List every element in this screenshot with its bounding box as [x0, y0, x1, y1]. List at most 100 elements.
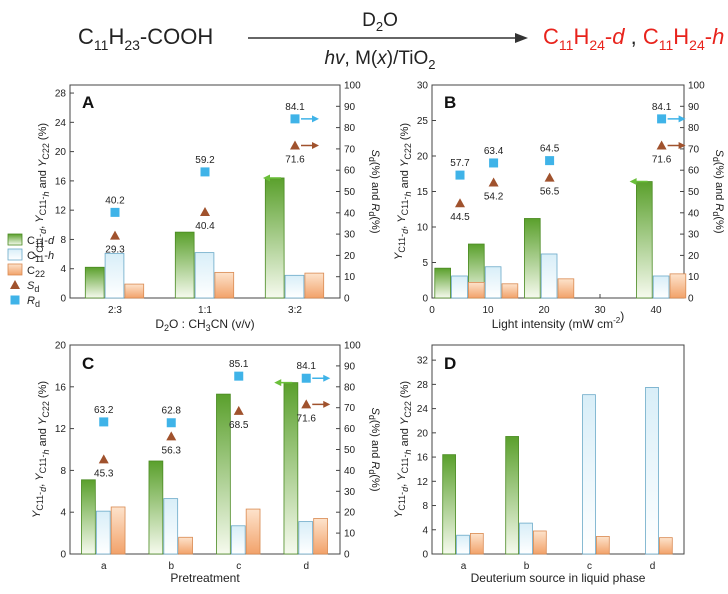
sd-marker [98, 454, 109, 464]
rd-marker [110, 207, 120, 217]
bar-c11h [230, 525, 246, 555]
bar-c11d [216, 393, 231, 555]
y2-tick-label: 10 [344, 529, 356, 540]
x-tick-label: 30 [594, 305, 606, 316]
legend-c11d-label: C11-d [27, 235, 55, 249]
rd-marker [99, 417, 109, 427]
sd-label: 44.5 [450, 212, 470, 223]
plot-frame [431, 344, 685, 555]
x-tick-label: 20 [538, 305, 550, 316]
y2-axis-title: Sd(%) and Rd(%) [367, 149, 381, 233]
sd-label: 45.3 [94, 468, 114, 479]
scheme-reactant: C11H23-COOH [78, 24, 213, 53]
sd-marker [233, 405, 244, 415]
y-tick-label: 12 [55, 206, 67, 217]
y-tick-label: 0 [422, 294, 428, 305]
y-tick-label: 16 [55, 176, 67, 187]
bar-c11h [104, 252, 125, 299]
scheme-products: C11H24-d , C11H24-h , C22H46 [543, 24, 728, 53]
sd-marker [110, 230, 120, 240]
x-axis-title: D2O : CH3CN (v/v) [155, 317, 254, 333]
x-tick-label: 0 [429, 305, 435, 316]
y-tick-label: 16 [417, 453, 429, 464]
rd-label: 63.2 [94, 405, 114, 416]
y2-tick-label: 20 [688, 251, 700, 262]
rd-marker [301, 373, 311, 383]
legend-c22-swatch [7, 263, 23, 276]
chart-panel-C: C 0 4 8 12 16 20 0 10 20 30 40 50 60 70 80 90 100 a b c d 45.3… [31, 341, 381, 586]
y-tick-label: 4 [422, 525, 428, 536]
y-tick-label: 8 [60, 466, 66, 477]
bar-c22 [110, 506, 126, 555]
panel-letter: B [444, 93, 456, 112]
sd-marker [656, 140, 667, 150]
y2-tick-label: 100 [344, 81, 361, 92]
legend-sd-swatch [10, 280, 20, 289]
rd-label: 84.1 [285, 102, 305, 113]
y2-tick-label: 10 [344, 272, 356, 283]
y2-tick-label: 0 [688, 294, 694, 305]
sd-label: 40.4 [195, 221, 215, 232]
bar-c11h [95, 510, 111, 555]
legend-c11d-swatch [7, 233, 23, 246]
bar-c22 [596, 536, 610, 555]
y-tick-label: 28 [55, 89, 67, 100]
panel-letter: D [444, 354, 456, 373]
y2-tick-label: 60 [344, 166, 356, 177]
x-tick-label: 2:3 [108, 305, 122, 316]
bar-c11h [456, 534, 470, 555]
bar-c22 [124, 283, 145, 299]
y2-tick-label: 70 [688, 144, 700, 155]
chart-panel-B: B 0 5 10 15 20 25 30 0 10 20 30 40 50 60 70 80 90 100 0 10 20… [393, 81, 725, 332]
bar-c11h [298, 521, 314, 555]
x-axis-title: Deuterium source in liquid phase [471, 571, 646, 585]
bar-c11d [81, 479, 96, 555]
rd-label: 62.8 [162, 406, 182, 417]
y2-tick-label: 40 [688, 208, 700, 219]
rd-marker [455, 170, 465, 180]
x-tick-label: a [101, 561, 107, 572]
sd-marker [290, 140, 300, 150]
legend-rd-swatch [10, 295, 20, 305]
legend-c22-label: C22 [27, 265, 45, 279]
bar-c22 [245, 508, 261, 555]
left-axis-arrow-head [629, 178, 637, 186]
bar-c22 [533, 530, 547, 555]
sd-marker [488, 177, 499, 187]
bar-c11h [451, 275, 468, 299]
x-tick-label: 10 [482, 305, 494, 316]
y2-axis-title: Sd(%) and Rd(%) [367, 407, 381, 491]
y2-tick-label: 60 [688, 166, 700, 177]
y-axis-title: YC11-d, YC11-h and YC22 (%) [393, 123, 413, 260]
y-tick-label: 12 [55, 424, 67, 435]
x-tick-label: 1:1 [198, 305, 212, 316]
y-axis-title: YC11-d, YC11-h and YC22 (%) [31, 381, 51, 518]
bar-c11h [645, 387, 659, 555]
rd-marker [489, 158, 499, 168]
y-tick-label: 28 [417, 380, 429, 391]
bar-c11d [148, 460, 164, 555]
y-tick-label: 32 [417, 356, 429, 367]
bar-c22 [304, 272, 325, 299]
chart-panel-D: D 0 4 8 12 16 20 24 28 32 a b c d YC11-d, YC11-h and Y… [393, 344, 685, 585]
y2-tick-label: 80 [344, 382, 356, 393]
y-tick-label: 30 [417, 81, 429, 92]
rd-label: 59.2 [195, 155, 215, 166]
sd-marker [200, 206, 210, 216]
reaction-scheme: C11H23-COOH D2O hv, M(x)/TiO2 C11H24-d ,… [78, 10, 728, 72]
y-tick-label: 5 [422, 258, 428, 269]
y-tick-label: 20 [55, 147, 67, 158]
rd-label: 64.5 [540, 144, 560, 155]
y-axis-title: YC11-d, YC11-h and YC22 (%) [31, 123, 51, 260]
rd-marker [290, 114, 300, 124]
y2-tick-label: 80 [688, 123, 700, 134]
bar-c11d [174, 231, 195, 299]
panel-letter: A [82, 93, 94, 112]
rd-label: 85.1 [229, 359, 249, 370]
y-tick-label: 20 [417, 428, 429, 439]
scheme-arrow-top: D2O [362, 10, 398, 34]
rd-label: 63.4 [484, 146, 504, 157]
y-tick-label: 0 [60, 550, 66, 561]
